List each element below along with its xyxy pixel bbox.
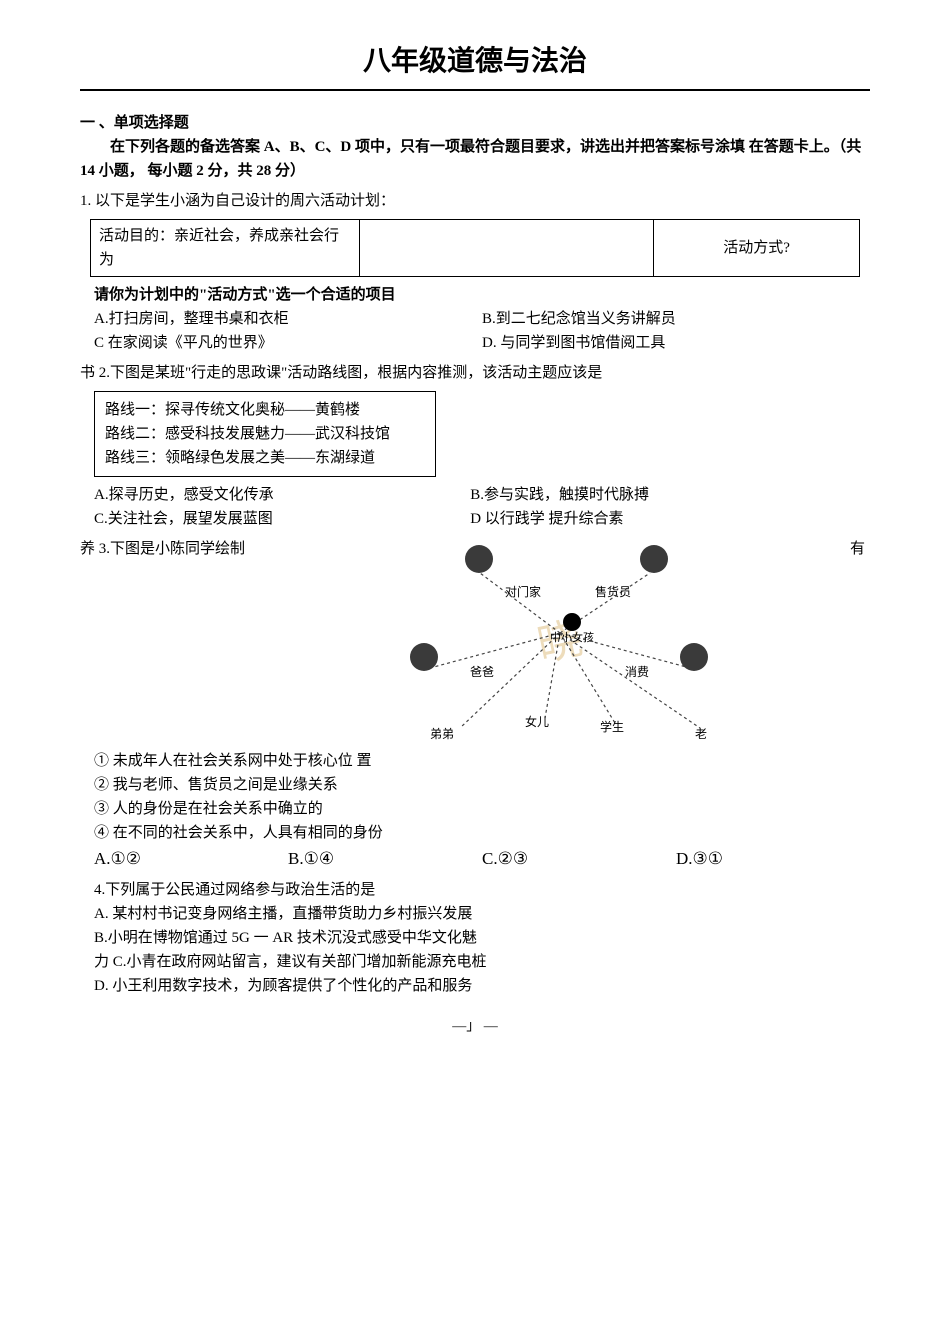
q1-option-c[interactable]: C 在家阅读《平凡的世界》 <box>94 331 482 355</box>
node-brother-label: 弟弟 <box>430 725 454 744</box>
q1-plan-purpose: 活动目的：亲近社会，养成亲社会行为 <box>91 220 360 276</box>
section-header: 一 、单项选择题 <box>80 111 870 135</box>
q3-stem-right: 有 <box>850 537 870 749</box>
q1-plan-method: 活动方式? <box>654 220 859 276</box>
q3-relationship-diagram: 晓 <box>370 543 750 743</box>
node-salesperson <box>640 545 668 574</box>
q4-option-a[interactable]: A. 某村村书记变身网络主播，直播带货助力乡村振兴发展 <box>94 902 870 926</box>
q1-prompt: 请你为计划中的"活动方式"选一个合适的项目 <box>94 283 870 307</box>
q1-stem: 1. 以下是学生小涵为自己设计的周六活动计划： <box>80 189 870 213</box>
edge-neighbor: 对门家 <box>505 583 541 602</box>
q2-route-3: 路线三：领略绿色发展之美——东湖绿道 <box>105 446 425 470</box>
q2-option-a[interactable]: A.探寻历史，感受文化传承 <box>94 483 466 507</box>
q3-option-b[interactable]: B.①④ <box>288 845 482 872</box>
node-center-label: 中小女孩 <box>550 632 594 644</box>
edge-consumer: 消费 <box>625 663 649 682</box>
node-center: 中小女孩 <box>550 613 594 644</box>
section-instruction: 在下列各题的备选答案 A、B、C、D 项中，只有一项最符合题目要求，讲选出并把答… <box>80 135 870 183</box>
q3-stmt-4: ④ 在不同的社会关系中，人具有相同的身份 <box>94 821 870 845</box>
edge-daughter: 女儿 <box>525 713 549 732</box>
question-2: 书 2.下图是某班"行走的思政课"活动路线图，根据内容推测，该活动主题应该是 路… <box>80 361 870 531</box>
node-consumer <box>680 643 708 672</box>
q1-option-a[interactable]: A.打扫房间，整理书桌和衣柜 <box>94 307 482 331</box>
q2-route-2: 路线二：感受科技发展魅力——武汉科技馆 <box>105 422 425 446</box>
q2-option-d[interactable]: D 以行践学 提升综合素 <box>470 507 842 531</box>
q3-stem-left: 养 3.下图是小陈同学绘制 <box>80 537 270 749</box>
node-father <box>410 643 438 672</box>
q3-option-a[interactable]: A.①② <box>94 845 288 872</box>
question-1: 1. 以下是学生小涵为自己设计的周六活动计划： 活动目的：亲近社会，养成亲社会行… <box>80 189 870 355</box>
q4-option-d[interactable]: D. 小王利用数字技术，为顾客提供了个性化的产品和服务 <box>94 974 870 998</box>
q4-option-b[interactable]: B.小明在博物馆通过 5G 一 AR 技术沉没式感受中华文化魅 <box>94 926 870 950</box>
q3-option-d[interactable]: D.③① <box>676 845 870 872</box>
q4-option-c[interactable]: 力 C.小青在政府网站留言，建议有关部门增加新能源充电桩 <box>94 950 870 974</box>
page-title: 八年级道德与法治 <box>80 40 870 85</box>
q3-stmt-1: ① 未成年人在社会关系网中处于核心位 置 <box>94 749 870 773</box>
node-teacher-label: 老 <box>695 725 707 744</box>
q1-option-d[interactable]: D. 与同学到图书馆借阅工具 <box>482 331 870 355</box>
page-footer: —」 — <box>80 1016 870 1038</box>
q1-option-b[interactable]: B.到二七纪念馆当义务讲解员 <box>482 307 870 331</box>
title-underline <box>80 89 870 91</box>
question-4: 4.下列属于公民通过网络参与政治生活的是 A. 某村村书记变身网络主播，直播带货… <box>94 878 870 998</box>
q3-stmt-2: ② 我与老师、售货员之间是业缘关系 <box>94 773 870 797</box>
q2-option-c[interactable]: C.关注社会，展望发展蓝图 <box>94 507 466 531</box>
q2-route-1: 路线一：探寻传统文化奥秘——黄鹤楼 <box>105 398 425 422</box>
edge-student: 学生 <box>600 718 624 737</box>
q3-statements: ① 未成年人在社会关系网中处于核心位 置 ② 我与老师、售货员之间是业缘关系 ③… <box>94 749 870 845</box>
q2-option-b[interactable]: B.参与实践，触摸时代脉搏 <box>470 483 842 507</box>
question-3: 养 3.下图是小陈同学绘制 晓 <box>80 537 870 872</box>
q2-routes-box: 路线一：探寻传统文化奥秘——黄鹤楼 路线二：感受科技发展魅力——武汉科技馆 路线… <box>94 391 436 477</box>
q2-stem: 书 2.下图是某班"行走的思政课"活动路线图，根据内容推测，该活动主题应该是 <box>80 361 870 385</box>
q4-stem: 4.下列属于公民通过网络参与政治生活的是 <box>94 878 870 902</box>
edge-sales: 售货员 <box>595 583 631 602</box>
node-neighbor <box>465 545 493 574</box>
q3-option-c[interactable]: C.②③ <box>482 845 676 872</box>
edge-father: 爸爸 <box>470 663 494 682</box>
q1-plan-table: 活动目的：亲近社会，养成亲社会行为 活动方式? <box>90 219 860 277</box>
q1-plan-blank <box>360 220 655 276</box>
q3-stmt-3: ③ 人的身份是在社会关系中确立的 <box>94 797 870 821</box>
